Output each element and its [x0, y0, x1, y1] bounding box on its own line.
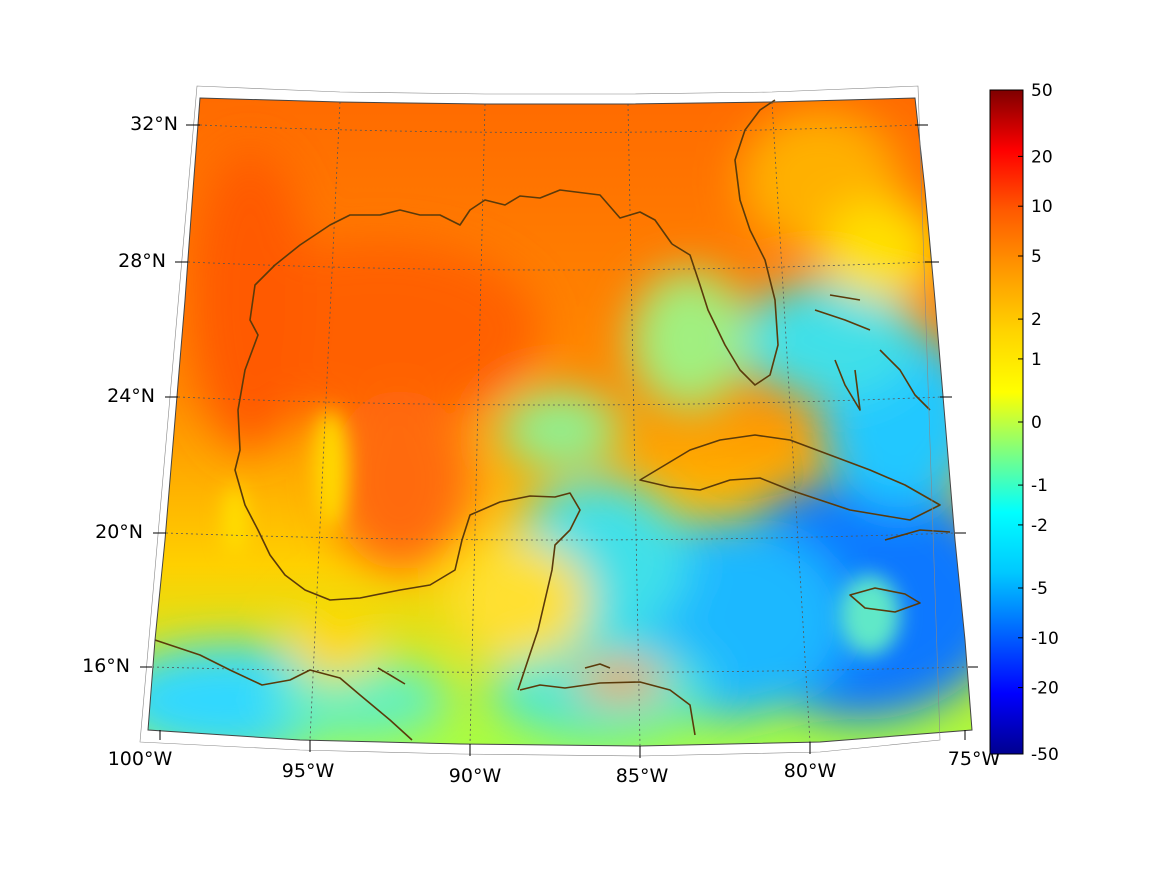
- lon-label-100: 100°W: [108, 748, 173, 770]
- coastline-layer: [154, 99, 951, 741]
- lon-label-90: 90°W: [449, 765, 502, 787]
- colorbar-ticks: [1018, 89, 1023, 755]
- lat-labels: 32°N 28°N 24°N 20°N 16°N: [82, 113, 178, 677]
- colorbar-label: -50: [1031, 745, 1059, 765]
- coastline-cuba: [639, 434, 941, 521]
- colorbar-label: 50: [1031, 81, 1053, 101]
- graticule: [151, 101, 969, 746]
- coastline-jamaica: [849, 587, 921, 613]
- map-frame: [147, 97, 973, 747]
- lat-ticks: [140, 124, 978, 758]
- lon-label-75: 75°W: [948, 748, 1001, 770]
- colorbar-label: -20: [1031, 679, 1059, 699]
- coastline-pacific: [154, 639, 413, 741]
- colorbar: [989, 89, 1024, 755]
- field-layer: [148, 98, 972, 746]
- colorbar-label: 2: [1031, 310, 1042, 330]
- colorbar-label: -5: [1031, 579, 1048, 599]
- lon-labels: 100°W 95°W 90°W 85°W 80°W 75°W: [108, 748, 1001, 787]
- lat-label-24: 24°N: [107, 385, 155, 407]
- lat-label-32: 32°N: [130, 113, 178, 135]
- lon-label-80: 80°W: [784, 760, 837, 782]
- colorbar-label: -1: [1031, 476, 1048, 496]
- colorbar-label: 10: [1031, 197, 1053, 217]
- lat-label-20: 20°N: [95, 521, 143, 543]
- colorbar-label: 1: [1031, 350, 1042, 370]
- map-outer-frame: [139, 85, 941, 757]
- coastline-florida: [671, 99, 779, 386]
- colorbar-label: -2: [1031, 516, 1048, 536]
- lat-label-28: 28°N: [118, 250, 166, 272]
- coastline-bahamas: [814, 294, 931, 411]
- colorbar-label: 20: [1031, 147, 1053, 167]
- lat-label-16: 16°N: [82, 655, 130, 677]
- coastline-hispaniola: [884, 529, 951, 541]
- colorbar-label: 5: [1031, 247, 1042, 267]
- lon-label-95: 95°W: [282, 760, 335, 782]
- coastline-islands: [377, 663, 611, 685]
- coastline-gulf-north: [234, 189, 673, 691]
- coastline-central-america: [519, 681, 696, 736]
- lon-label-85: 85°W: [616, 765, 669, 787]
- colorbar-label: -10: [1031, 629, 1059, 649]
- colorbar-label: 0: [1031, 413, 1042, 433]
